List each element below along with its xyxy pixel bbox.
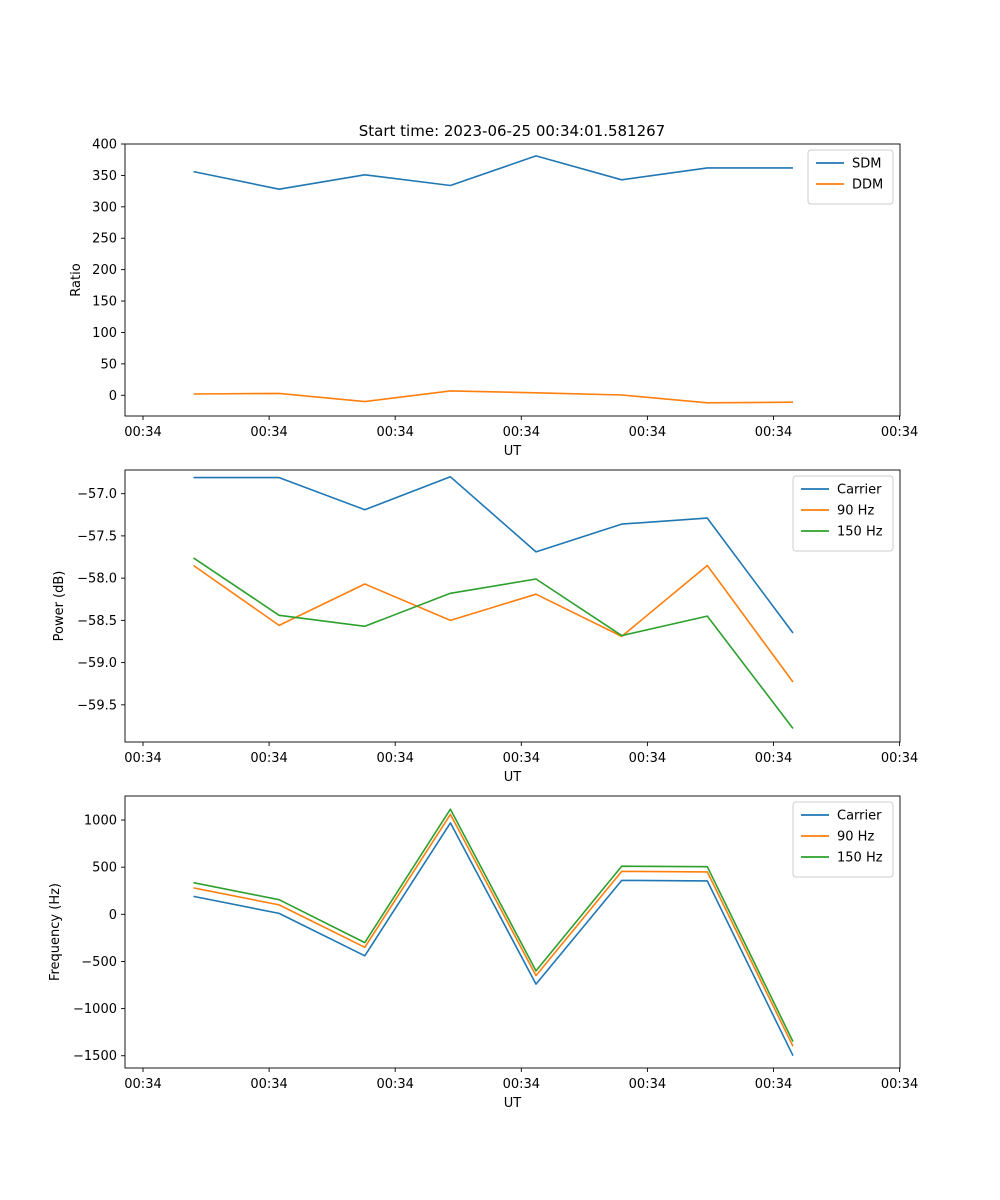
y-tick-label: −1000 <box>73 1002 117 1017</box>
chart-panel-2: 00:3400:3400:3400:3400:3400:3400:3400:35… <box>52 469 918 785</box>
legend-box <box>792 801 894 878</box>
x-tick-label: 00:34 <box>124 1077 161 1092</box>
y-tick-label: 300 <box>92 200 117 215</box>
x-tick-label: 00:34 <box>629 425 666 440</box>
y-tick-label: −59.5 <box>77 698 117 713</box>
y-axis-label: Ratio <box>69 263 84 296</box>
y-tick-label: 350 <box>92 169 117 184</box>
x-tick-label: 00:34 <box>376 425 413 440</box>
y-tick-label: −57.5 <box>77 529 117 544</box>
legend: Carrier 90 Hz 150 Hz <box>792 475 894 552</box>
legend-label: 150 Hz <box>837 525 883 540</box>
legend-label: SDM <box>852 157 881 172</box>
axes-frame <box>124 469 901 743</box>
axes-frame <box>124 795 901 1069</box>
series-line-ddm <box>193 390 794 404</box>
series-line-carrier <box>193 475 794 634</box>
y-axis-label: Power (dB) <box>52 571 67 642</box>
y-tick-label: −58.0 <box>77 572 117 587</box>
y-tick-label: −57.0 <box>77 487 117 502</box>
x-tick-label: 00:34 <box>503 751 540 766</box>
y-tick-label: 200 <box>92 263 117 278</box>
x-tick-label: 00:34 <box>503 1077 540 1092</box>
x-tick-label: 00:34 <box>250 751 287 766</box>
x-tick-label: 00:34 <box>755 751 792 766</box>
figure-title: Start time: 2023-06-25 00:34:01.581267 <box>359 122 665 140</box>
y-tick-label: 100 <box>92 326 117 341</box>
x-tick-label: 00:34 <box>881 425 918 440</box>
series-line-carrier <box>193 822 794 1057</box>
x-tick-label: 00:34 <box>881 751 918 766</box>
x-tick-label: 00:34 <box>376 751 413 766</box>
series-line-90-hz <box>193 564 794 683</box>
y-tick-label: −500 <box>81 955 117 970</box>
x-tick-label: 00:34 <box>124 425 161 440</box>
y-tick-label: 0 <box>109 389 117 404</box>
x-tick-label: 00:34 <box>881 1077 918 1092</box>
y-tick-label: 0 <box>109 908 117 923</box>
legend-box <box>792 475 894 552</box>
legend: SDM DDM <box>807 149 894 205</box>
legend-label: 90 Hz <box>837 830 874 845</box>
y-tick-label: −59.0 <box>77 656 117 671</box>
y-tick-label: 250 <box>92 232 117 247</box>
axes-frame <box>124 143 901 417</box>
series-line-sdm <box>193 155 793 190</box>
x-tick-label: 00:34 <box>503 425 540 440</box>
x-tick-label: 00:34 <box>376 1077 413 1092</box>
x-tick-label: 00:34 <box>124 751 161 766</box>
legend-label: Carrier <box>837 483 882 498</box>
x-tick-label: 00:34 <box>755 425 792 440</box>
y-tick-label: 50 <box>100 357 117 372</box>
x-tick-label: 00:34 <box>629 1077 666 1092</box>
x-tick-label: 00:34 <box>250 425 287 440</box>
x-tick-label: 00:34 <box>629 751 666 766</box>
x-axis-label: UT <box>504 444 522 459</box>
chart-panel-1: 00:3400:3400:3400:3400:3400:3400:3400:35… <box>69 138 918 460</box>
x-axis-label: UT <box>504 1096 522 1111</box>
legend-label: DDM <box>852 178 883 193</box>
y-tick-label: −58.5 <box>77 614 117 629</box>
series-line-150-hz <box>193 557 794 729</box>
y-tick-label: 1000 <box>84 814 117 829</box>
series-line-150-hz <box>193 808 794 1042</box>
y-tick-label: −1500 <box>73 1049 117 1064</box>
series-line-90-hz <box>193 813 794 1047</box>
y-tick-label: 150 <box>92 295 117 310</box>
legend-label: 90 Hz <box>837 504 874 519</box>
y-tick-label: 500 <box>92 861 117 876</box>
legend-label: Carrier <box>837 809 882 824</box>
chart-panel-3: 00:3400:3400:3400:3400:3400:3400:3400:35… <box>48 795 918 1111</box>
y-axis-label: Frequency (Hz) <box>48 883 63 981</box>
x-axis-label: UT <box>504 770 522 785</box>
x-tick-label: 00:34 <box>250 1077 287 1092</box>
x-tick-label: 00:34 <box>755 1077 792 1092</box>
legend: Carrier 90 Hz 150 Hz <box>792 801 894 878</box>
legend-label: 150 Hz <box>837 851 883 866</box>
y-tick-label: 400 <box>92 138 117 153</box>
